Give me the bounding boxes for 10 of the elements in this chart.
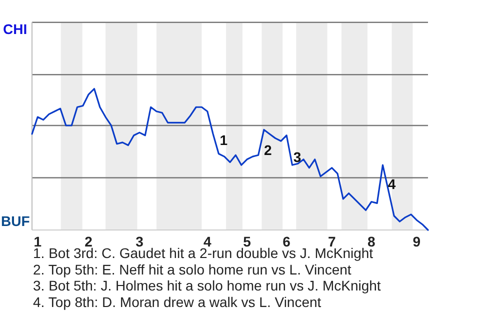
annotation: 2 xyxy=(264,142,272,158)
text: CHI xyxy=(3,20,28,37)
x-tick-label: 9 xyxy=(412,233,421,250)
text: 2. Top 5th: E. Neff hit a solo home run vs L. Vincent xyxy=(33,261,352,278)
annotation: 4 xyxy=(388,176,396,192)
annotation: 1 xyxy=(220,132,228,148)
text: 3. Bot 5th: J. Holmes hit a solo home run vs J. McKnight xyxy=(33,278,381,294)
text: BUF xyxy=(1,212,30,229)
text: 4. Top 8th: D. Moran drew a walk vs L. Vincent xyxy=(33,294,322,310)
annotation: 3 xyxy=(293,148,302,165)
